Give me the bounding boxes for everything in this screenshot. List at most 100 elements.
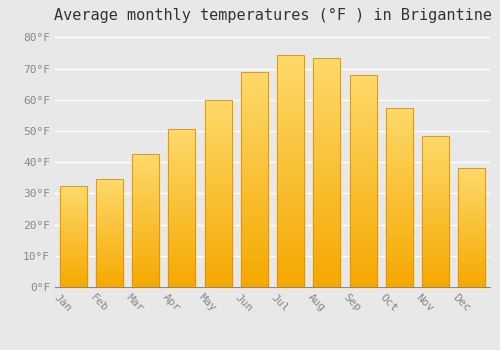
Bar [350, 128, 376, 130]
Bar [132, 205, 159, 206]
Bar [96, 243, 123, 244]
Bar [314, 101, 340, 104]
Bar [204, 195, 232, 197]
Bar [204, 124, 232, 126]
Bar [458, 187, 485, 189]
Bar [422, 155, 449, 157]
Bar [204, 246, 232, 248]
Bar [241, 143, 268, 145]
Bar [241, 240, 268, 242]
Bar [422, 183, 449, 184]
Bar [386, 187, 413, 188]
Bar [168, 208, 196, 210]
Bar [422, 258, 449, 260]
Bar [458, 280, 485, 281]
Bar [422, 160, 449, 161]
Bar [314, 126, 340, 129]
Bar [96, 233, 123, 234]
Bar [350, 211, 376, 213]
Bar [350, 281, 376, 283]
Bar [96, 264, 123, 265]
Bar [96, 186, 123, 187]
Bar [204, 272, 232, 274]
Bar [422, 219, 449, 220]
Bar [168, 216, 196, 218]
Bar [277, 166, 304, 168]
Bar [168, 206, 196, 208]
Bar [314, 140, 340, 142]
Bar [422, 169, 449, 170]
Bar [60, 218, 86, 219]
Bar [96, 193, 123, 194]
Bar [458, 214, 485, 215]
Bar [277, 157, 304, 159]
Bar [386, 156, 413, 158]
Bar [314, 234, 340, 237]
Bar [458, 186, 485, 187]
Bar [60, 269, 86, 270]
Bar [277, 240, 304, 243]
Bar [168, 263, 196, 265]
Bar [386, 247, 413, 249]
Bar [386, 172, 413, 174]
Bar [168, 156, 196, 158]
Bar [204, 270, 232, 272]
Bar [458, 224, 485, 225]
Bar [386, 169, 413, 170]
Bar [458, 210, 485, 211]
Bar [386, 235, 413, 237]
Bar [422, 228, 449, 230]
Bar [422, 143, 449, 145]
Bar [168, 136, 196, 137]
Bar [422, 230, 449, 231]
Bar [96, 254, 123, 255]
Bar [314, 147, 340, 149]
Bar [458, 229, 485, 230]
Bar [60, 238, 86, 239]
Bar [422, 254, 449, 255]
Bar [204, 158, 232, 160]
Bar [241, 229, 268, 231]
Bar [422, 257, 449, 258]
Bar [96, 191, 123, 192]
Bar [458, 168, 485, 287]
Bar [96, 198, 123, 199]
Bar [277, 85, 304, 87]
Bar [60, 189, 86, 190]
Bar [386, 224, 413, 226]
Bar [241, 218, 268, 220]
Bar [277, 201, 304, 203]
Bar [386, 134, 413, 136]
Bar [60, 283, 86, 284]
Bar [277, 278, 304, 280]
Bar [60, 191, 86, 192]
Bar [386, 278, 413, 280]
Bar [204, 240, 232, 242]
Bar [132, 156, 159, 157]
Bar [458, 232, 485, 234]
Bar [458, 196, 485, 197]
Bar [132, 188, 159, 189]
Bar [277, 196, 304, 199]
Bar [96, 286, 123, 287]
Bar [241, 117, 268, 119]
Bar [350, 158, 376, 160]
Bar [96, 267, 123, 268]
Bar [277, 55, 304, 287]
Bar [314, 197, 340, 200]
Bar [204, 160, 232, 162]
Bar [422, 248, 449, 249]
Bar [386, 107, 413, 109]
Bar [314, 74, 340, 76]
Bar [241, 179, 268, 182]
Bar [241, 132, 268, 134]
Bar [422, 231, 449, 232]
Bar [204, 194, 232, 195]
Bar [60, 228, 86, 229]
Bar [277, 150, 304, 152]
Bar [96, 284, 123, 285]
Bar [132, 154, 159, 287]
Bar [422, 282, 449, 284]
Bar [458, 259, 485, 260]
Bar [277, 82, 304, 85]
